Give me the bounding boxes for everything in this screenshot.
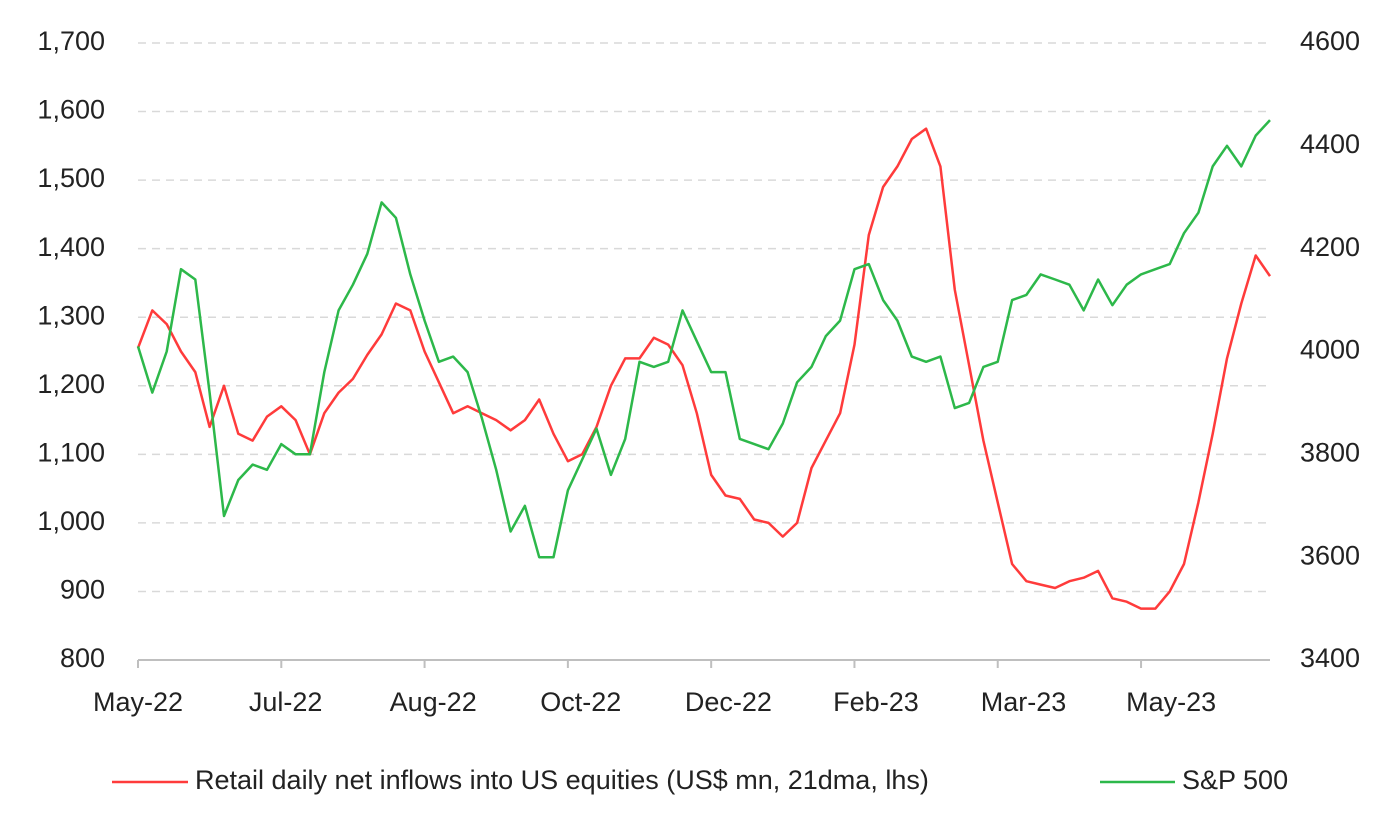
y-tick-label: 1,400 (37, 232, 105, 262)
y2-tick-label: 4000 (1300, 335, 1360, 365)
y-tick-label: 1,200 (37, 369, 105, 399)
y2-tick-label: 4200 (1300, 232, 1360, 262)
series-line (136, 119, 1271, 559)
y2-tick-label: 3600 (1300, 540, 1360, 570)
series-line (136, 127, 1272, 610)
x-tick-label: Mar-23 (981, 687, 1067, 717)
x-tick-label: May-22 (93, 687, 183, 717)
legend-label: Retail daily net inflows into US equitie… (195, 765, 929, 795)
y-tick-label: 900 (60, 575, 105, 605)
x-tick-label: Aug-22 (390, 687, 477, 717)
y2-tick-label: 3800 (1300, 437, 1360, 467)
x-tick-label: Feb-23 (833, 687, 919, 717)
x-tick-label: May-23 (1126, 687, 1216, 717)
x-tick-label: Jul-22 (249, 687, 323, 717)
y2-tick-label: 3400 (1300, 643, 1360, 673)
legend-label: S&P 500 (1182, 765, 1288, 795)
y2-tick-label: 4400 (1300, 129, 1360, 159)
y-tick-label: 1,500 (37, 163, 105, 193)
y-tick-label: 800 (60, 643, 105, 673)
y-tick-label: 1,100 (37, 437, 105, 467)
x-tick-label: Oct-22 (540, 687, 621, 717)
y2-tick-label: 4600 (1300, 26, 1360, 56)
y-tick-label: 1,700 (37, 26, 105, 56)
y-tick-label: 1,600 (37, 95, 105, 125)
y-tick-label: 1,000 (37, 506, 105, 536)
y-tick-label: 1,300 (37, 300, 105, 330)
x-tick-label: Dec-22 (685, 687, 772, 717)
